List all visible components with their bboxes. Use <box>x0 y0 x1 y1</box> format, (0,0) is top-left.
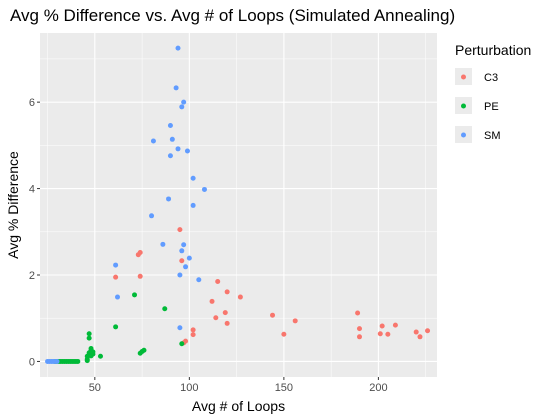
point-c3 <box>137 250 143 256</box>
point-sm <box>166 196 172 202</box>
legend-title: Perturbation <box>455 42 531 58</box>
point-pe <box>97 353 103 359</box>
legend-key-sm <box>461 132 466 138</box>
point-c3 <box>209 298 215 304</box>
point-c3 <box>379 323 385 329</box>
point-c3 <box>281 331 287 337</box>
point-sm <box>115 294 121 300</box>
point-sm <box>167 122 173 128</box>
point-c3 <box>356 334 362 340</box>
point-c3 <box>177 227 183 233</box>
point-c3 <box>179 258 185 264</box>
point-c3 <box>425 328 431 334</box>
point-sm <box>175 146 181 152</box>
legend-key-c3 <box>461 74 466 80</box>
point-sm <box>179 248 185 254</box>
point-sm <box>113 262 119 268</box>
point-c3 <box>385 331 391 337</box>
legend-background <box>448 33 550 141</box>
point-pe <box>162 306 168 312</box>
data-points <box>45 45 431 364</box>
point-pe <box>179 341 185 347</box>
legend: Perturbation C3 PE SM <box>448 33 550 143</box>
point-c3 <box>292 318 298 324</box>
point-c3 <box>215 278 221 284</box>
point-sm <box>175 45 181 51</box>
point-c3 <box>113 274 119 280</box>
legend-key-pe <box>461 103 466 109</box>
point-c3 <box>137 273 143 279</box>
point-sm <box>173 85 179 91</box>
point-c3 <box>224 320 230 326</box>
point-c3 <box>377 331 383 337</box>
y-tick-label: 4 <box>29 184 35 196</box>
point-sm <box>169 136 175 142</box>
point-sm <box>190 202 196 208</box>
x-axis-label: Avg # of Loops <box>192 398 285 414</box>
x-axis-ticks: 50 100 150 200 <box>89 377 388 394</box>
point-sm <box>150 138 156 144</box>
point-sm <box>167 153 173 159</box>
legend-label-pe: PE <box>484 101 499 113</box>
point-sm <box>54 358 60 364</box>
point-pe <box>141 347 147 353</box>
y-tick-label: 0 <box>29 356 35 368</box>
point-sm <box>183 264 189 270</box>
point-pe <box>90 349 96 355</box>
point-c3 <box>237 294 243 300</box>
point-pe <box>86 335 92 341</box>
point-sm <box>149 213 155 219</box>
point-sm <box>190 175 196 181</box>
y-tick-label: 6 <box>29 97 35 109</box>
grid-lines <box>40 33 437 377</box>
point-c3 <box>222 310 228 316</box>
point-pe <box>75 358 81 364</box>
legend-label-sm: SM <box>484 130 501 142</box>
y-axis-label: Avg % Difference <box>5 151 21 259</box>
point-c3 <box>224 289 230 295</box>
plot-panel <box>40 33 437 377</box>
x-tick-label: 50 <box>89 382 101 394</box>
point-c3 <box>413 329 419 335</box>
point-sm <box>184 148 190 154</box>
point-sm <box>201 186 207 192</box>
x-tick-label: 150 <box>275 382 293 394</box>
legend-label-c3: C3 <box>484 72 498 84</box>
point-pe <box>86 331 92 337</box>
y-tick-label: 2 <box>29 270 35 282</box>
chart-title: Avg % Difference vs. Avg # of Loops (Sim… <box>10 6 456 25</box>
point-sm <box>160 241 166 247</box>
point-c3 <box>392 322 398 328</box>
point-c3 <box>183 338 189 344</box>
point-sm <box>181 99 187 105</box>
x-tick-label: 200 <box>369 382 387 394</box>
point-pe <box>113 324 119 330</box>
point-c3 <box>417 334 423 340</box>
point-pe <box>132 292 138 298</box>
point-c3 <box>190 332 196 338</box>
point-sm <box>181 242 187 248</box>
point-c3 <box>213 315 219 321</box>
y-axis-ticks: 0 2 4 6 <box>29 97 40 368</box>
point-c3 <box>355 310 361 316</box>
point-c3 <box>270 312 276 318</box>
point-c3 <box>190 327 196 333</box>
x-tick-label: 100 <box>180 382 198 394</box>
legend-items: C3 PE SM <box>455 68 501 143</box>
point-sm <box>179 104 185 110</box>
point-sm <box>196 277 202 283</box>
point-sm <box>177 272 183 278</box>
point-c3 <box>356 326 362 332</box>
point-sm <box>186 255 192 261</box>
point-sm <box>177 325 183 331</box>
